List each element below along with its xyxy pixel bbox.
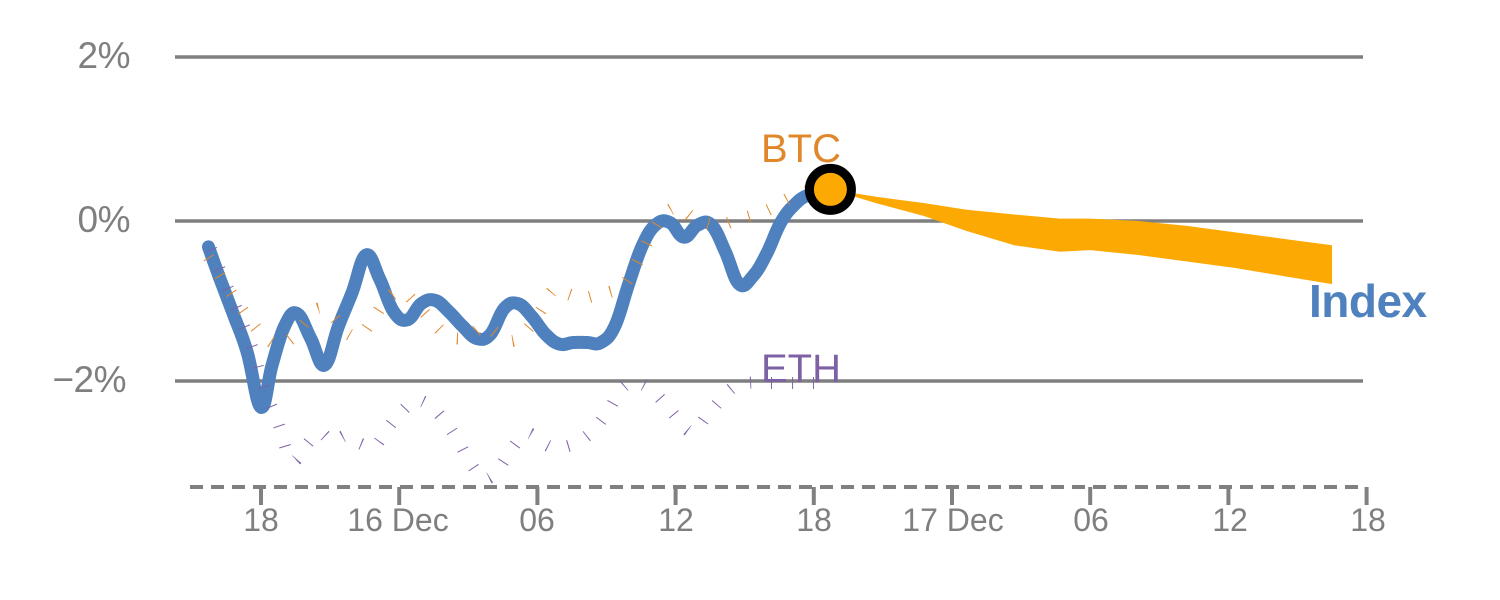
x-axis-label-2: 06 xyxy=(519,502,555,538)
y-axis-label-2pct: 2% xyxy=(77,35,131,76)
y-axis-label-neg2pct: −2% xyxy=(52,359,126,400)
current-value-marker[interactable] xyxy=(804,163,856,215)
x-axis-label-4: 18 xyxy=(796,502,832,538)
x-axis-label-8: 18 xyxy=(1350,502,1386,538)
btc-forecast-cone xyxy=(830,189,1333,285)
gridlines xyxy=(175,55,1363,383)
x-axis-label-5: 17 Dec xyxy=(902,502,1004,538)
x-axis-ticks xyxy=(259,487,1369,505)
x-axis xyxy=(190,485,1369,505)
y-axis-label-0pct: 0% xyxy=(77,199,131,240)
index-series-label: Index xyxy=(1309,275,1427,327)
x-axis-label-3: 12 xyxy=(658,502,694,538)
eth-series-label: ETH xyxy=(761,347,841,391)
x-axis-label-6: 06 xyxy=(1073,502,1109,538)
btc-current-point-icon[interactable] xyxy=(804,163,856,215)
x-axis-label-7: 12 xyxy=(1212,502,1248,538)
x-axis-label-1: 16 Dec xyxy=(347,502,449,538)
btc-series-label: BTC xyxy=(761,127,841,171)
x-axis-label-0: 18 xyxy=(243,502,279,538)
